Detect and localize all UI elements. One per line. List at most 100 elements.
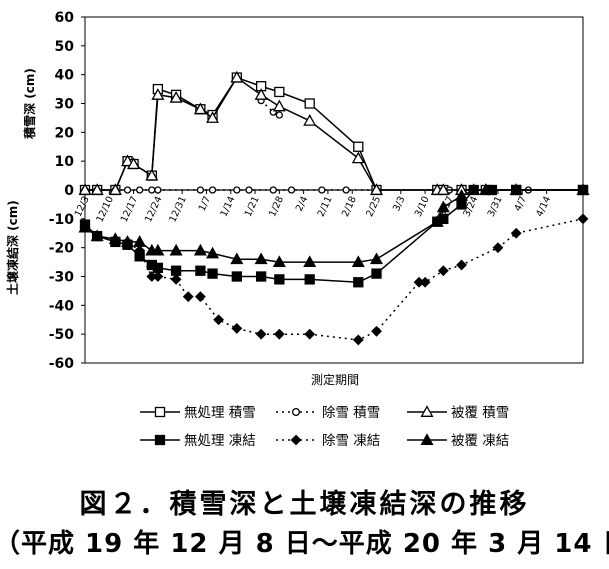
legend-entry: 除雪 凍結 xyxy=(276,433,380,449)
data-point xyxy=(207,268,218,279)
data-point xyxy=(245,186,253,194)
legend-label: 被覆 凍結 xyxy=(451,433,509,449)
data-point xyxy=(193,243,207,256)
x-axis-label: 測定期間 xyxy=(311,372,359,387)
data-point xyxy=(254,88,268,100)
data-point xyxy=(272,99,286,112)
data-point xyxy=(196,186,205,194)
data-point xyxy=(231,271,242,282)
data-point xyxy=(291,407,301,417)
data-point xyxy=(123,186,132,194)
data-point xyxy=(420,433,434,445)
data-point xyxy=(208,186,217,194)
data-point xyxy=(455,189,469,201)
figure-caption: 図２．積雪深と土壌凍結深の推移 xyxy=(79,489,530,520)
y-tick-label: 60 xyxy=(55,10,75,26)
data-point xyxy=(370,252,384,265)
data-point xyxy=(90,183,104,195)
y-tick-label: 20 xyxy=(55,125,75,141)
data-point xyxy=(351,151,365,164)
data-point xyxy=(304,328,316,340)
data-point xyxy=(133,235,147,247)
data-point xyxy=(290,434,302,446)
y-tick-label: -40 xyxy=(49,298,75,314)
data-point xyxy=(255,328,267,340)
y-axis: -60 -50 -40 -30 -20 -10 0 10 20 30 40 50 60 xyxy=(49,10,85,372)
data-point xyxy=(254,252,268,265)
data-point xyxy=(108,183,122,195)
data-point xyxy=(121,154,135,167)
data-point xyxy=(148,186,156,194)
y-tick-label: 0 xyxy=(64,183,74,199)
data-point xyxy=(230,252,244,265)
data-point xyxy=(154,434,166,446)
data-point xyxy=(152,262,164,274)
data-point xyxy=(577,213,589,225)
y-tick-label: -50 xyxy=(49,327,75,343)
data-point xyxy=(152,271,164,282)
y-tick-label: -60 xyxy=(49,356,75,372)
legend-label: 除雪 凍結 xyxy=(322,433,380,449)
legend-entry: 無処理 積雪 xyxy=(140,405,256,421)
data-point xyxy=(121,235,135,247)
data-point xyxy=(206,246,220,259)
legend-label: 無処理 積雪 xyxy=(184,405,256,421)
data-point xyxy=(170,265,182,276)
data-point xyxy=(436,183,450,195)
data-point xyxy=(351,255,365,268)
data-point xyxy=(436,200,450,213)
data-point xyxy=(371,268,382,279)
series-layer xyxy=(78,70,590,346)
data-point xyxy=(353,141,364,152)
data-point xyxy=(182,291,194,303)
data-point xyxy=(371,325,382,337)
legend-label: 無処理 凍結 xyxy=(184,433,256,449)
data-point xyxy=(304,274,315,285)
data-point xyxy=(510,227,522,239)
data-point xyxy=(78,220,92,233)
legend-entry: 被覆 凍結 xyxy=(407,433,509,449)
y-tick-label: -10 xyxy=(49,212,75,228)
data-point xyxy=(154,406,166,418)
data-point xyxy=(78,183,92,195)
data-point xyxy=(437,265,449,277)
data-point xyxy=(492,242,504,254)
data-point xyxy=(419,276,431,288)
data-point xyxy=(274,274,285,285)
data-point xyxy=(145,168,159,181)
data-point xyxy=(272,255,286,268)
data-point xyxy=(169,90,183,103)
figure-caption-period: （平成 19 年 12 月 8 日～平成 20 年 3 月 14 日 xyxy=(0,529,609,559)
data-point xyxy=(430,214,444,227)
y-tick-label: 10 xyxy=(55,154,75,170)
data-point xyxy=(127,157,141,170)
data-point xyxy=(318,186,326,194)
data-point xyxy=(304,98,315,109)
data-point xyxy=(353,277,364,288)
data-point xyxy=(230,70,244,83)
data-point xyxy=(231,322,243,334)
y-axis-label-bottom: 土壌凍結深 (cm) xyxy=(5,200,20,295)
data-point xyxy=(193,102,207,115)
data-point xyxy=(151,88,165,100)
data-point xyxy=(136,186,144,194)
y-tick-label: 30 xyxy=(55,97,75,113)
data-point xyxy=(195,265,206,276)
data-point xyxy=(151,243,165,256)
data-point xyxy=(467,183,481,195)
data-point xyxy=(456,259,467,271)
data-point xyxy=(370,183,384,195)
data-point xyxy=(255,271,267,282)
data-point xyxy=(576,183,590,195)
y-tick-label: 50 xyxy=(55,39,75,55)
data-point xyxy=(456,199,467,210)
data-point xyxy=(420,405,434,417)
data-point xyxy=(303,114,317,126)
data-point xyxy=(269,186,277,194)
y-tick-label: -20 xyxy=(49,241,75,257)
series-6 xyxy=(78,183,590,268)
y-tick-label: 40 xyxy=(55,68,75,84)
data-point xyxy=(170,273,182,285)
